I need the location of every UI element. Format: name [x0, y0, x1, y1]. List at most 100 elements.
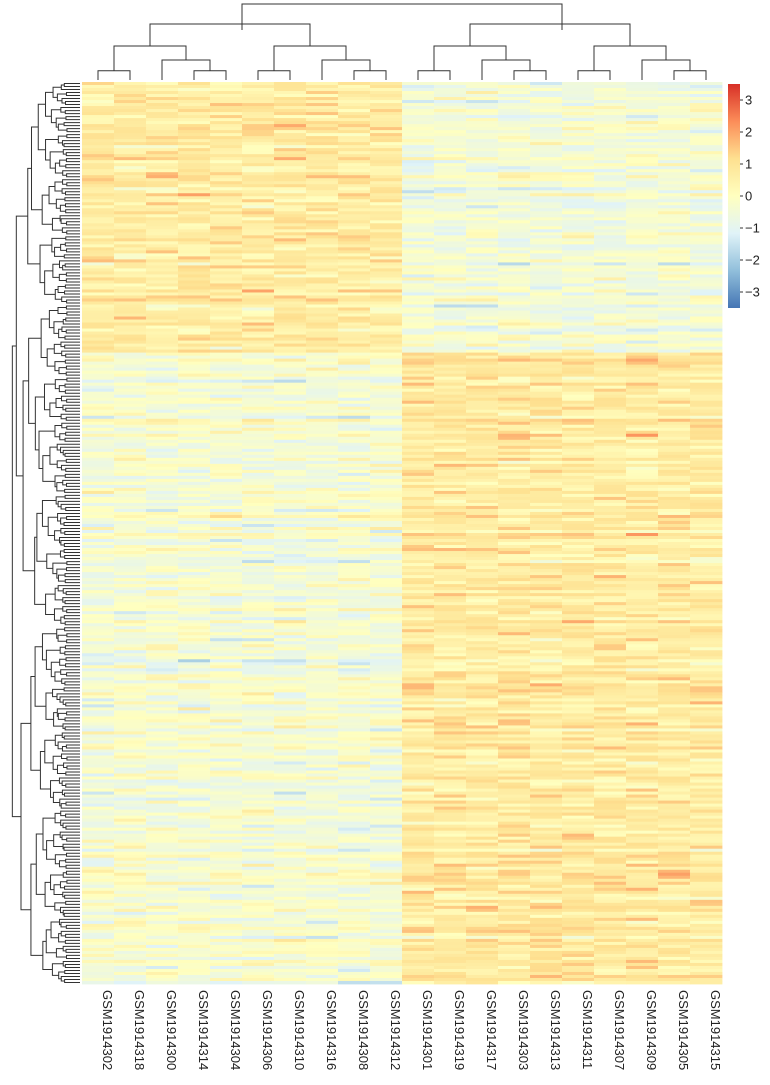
heatmap-cell: [210, 448, 243, 453]
heatmap-cell: [562, 322, 595, 326]
heatmap-cell: [498, 220, 531, 224]
heatmap-cell: [562, 557, 595, 561]
dendrogram-branch: [52, 688, 65, 698]
heatmap-cell: [306, 211, 339, 215]
dendrogram-branch: [51, 963, 64, 976]
heatmap-cell: [690, 115, 723, 119]
heatmap-cell: [274, 85, 307, 89]
heatmap-cell: [434, 205, 467, 209]
heatmap-cell: [242, 677, 275, 681]
heatmap-cell: [466, 469, 499, 474]
heatmap-cell: [242, 316, 275, 320]
heatmap-cell: [626, 181, 659, 185]
heatmap-cell: [626, 536, 659, 540]
heatmap-cell: [114, 502, 147, 507]
heatmap-cell: [210, 358, 243, 363]
heatmap-cell: [210, 629, 243, 633]
heatmap-cell: [498, 181, 531, 185]
heatmap-cell: [146, 659, 179, 663]
heatmap-cell: [210, 103, 243, 107]
heatmap-cell: [434, 115, 467, 119]
heatmap-cell: [626, 229, 659, 233]
heatmap-cell: [530, 175, 563, 179]
heatmap-cell: [114, 271, 147, 275]
heatmap-cell: [466, 241, 499, 245]
heatmap-cell: [306, 671, 339, 675]
heatmap-cell: [434, 689, 467, 693]
heatmap-cell: [338, 454, 371, 459]
heatmap-cell: [370, 746, 403, 750]
heatmap-cell: [658, 448, 691, 453]
heatmap-cell: [242, 776, 275, 780]
heatmap-cell: [338, 217, 371, 221]
heatmap-cell: [434, 373, 467, 378]
heatmap-cell: [498, 421, 531, 426]
heatmap-cell: [434, 274, 467, 278]
heatmap-cell: [690, 304, 723, 308]
heatmap-cell: [242, 478, 275, 483]
heatmap-cell: [594, 680, 627, 684]
heatmap-cell: [466, 133, 499, 137]
heatmap-cell: [338, 680, 371, 684]
heatmap-cell: [114, 157, 147, 161]
dendrogram-branch: [62, 945, 80, 952]
heatmap-cell: [594, 328, 627, 332]
dendrogram-branch: [273, 45, 347, 71]
heatmap-cell: [658, 722, 691, 726]
heatmap-cell: [82, 698, 115, 702]
heatmap-cell: [82, 536, 115, 540]
heatmap-cell: [434, 184, 467, 188]
heatmap-cell: [178, 665, 211, 669]
heatmap-cell: [370, 100, 403, 104]
heatmap-cell: [434, 734, 467, 738]
heatmap-cell: [114, 334, 147, 338]
heatmap-cell: [242, 764, 275, 768]
heatmap-cell: [498, 217, 531, 221]
heatmap-cell: [690, 349, 723, 353]
heatmap-cell: [114, 337, 147, 341]
heatmap-cell: [498, 316, 531, 320]
heatmap-cell: [594, 283, 627, 287]
heatmap-cell: [82, 253, 115, 257]
heatmap-cell: [178, 142, 211, 146]
heatmap-cell: [210, 493, 243, 498]
heatmap-cell: [178, 295, 211, 299]
heatmap-cell: [114, 262, 147, 266]
heatmap-cell: [114, 478, 147, 483]
heatmap-cell: [82, 779, 115, 783]
dendrogram-branch: [54, 246, 65, 257]
heatmap-cell: [626, 692, 659, 696]
heatmap-cell: [306, 364, 339, 369]
heatmap-cell: [82, 247, 115, 251]
heatmap-cell: [178, 608, 211, 612]
heatmap-cell: [178, 349, 211, 353]
dendrogram-branch: [62, 449, 80, 456]
heatmap-cell: [114, 701, 147, 705]
heatmap-cell: [338, 539, 371, 543]
heatmap-cell: [562, 145, 595, 149]
heatmap-cell: [146, 448, 179, 453]
heatmap-cell: [690, 316, 723, 320]
heatmap-cell: [114, 451, 147, 456]
heatmap-cell: [626, 337, 659, 341]
heatmap-cell: [210, 674, 243, 678]
heatmap-cell: [594, 196, 627, 200]
heatmap-cell: [626, 548, 659, 552]
heatmap-cell: [82, 451, 115, 456]
heatmap-cell: [530, 283, 563, 287]
heatmap-cell: [498, 145, 531, 149]
heatmap-cell: [594, 430, 627, 435]
heatmap-cell: [530, 749, 563, 753]
heatmap-cell: [498, 283, 531, 287]
heatmap-cell: [114, 250, 147, 254]
heatmap-cell: [178, 274, 211, 278]
heatmap-cell: [82, 94, 115, 98]
heatmap-cell: [146, 409, 179, 414]
heatmap-cell: [146, 707, 179, 711]
heatmap-cell: [146, 256, 179, 260]
heatmap-cell: [114, 782, 147, 786]
heatmap-cell: [242, 740, 275, 744]
dendrogram-branch: [61, 732, 80, 738]
heatmap-cell: [658, 695, 691, 699]
heatmap-cell: [370, 728, 403, 732]
